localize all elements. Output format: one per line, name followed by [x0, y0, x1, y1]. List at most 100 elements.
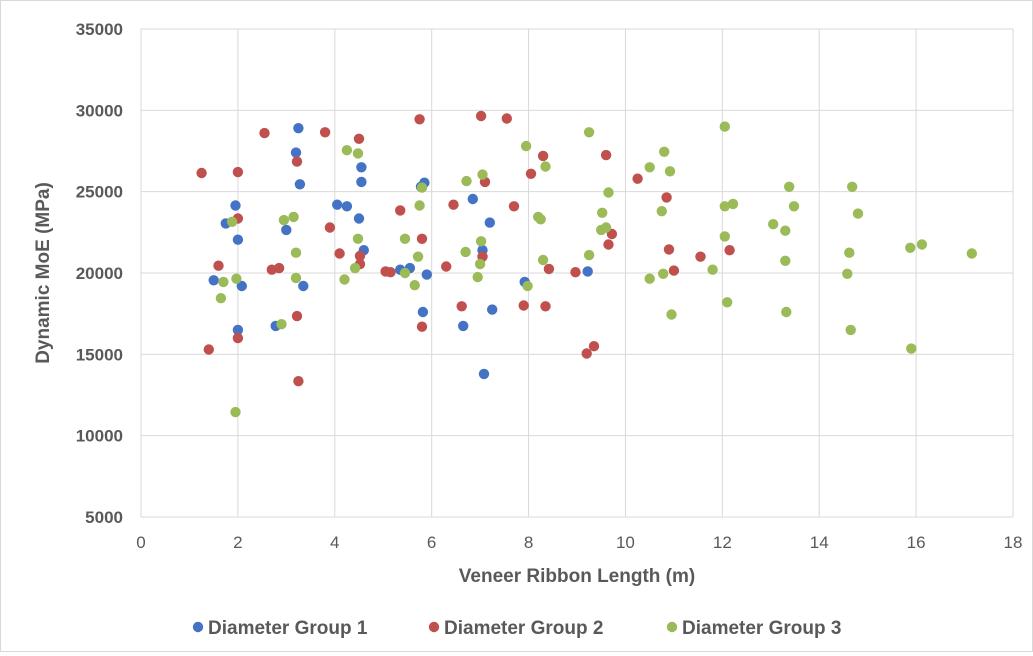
data-point-group-2	[540, 301, 551, 312]
data-point-group-2	[273, 262, 285, 274]
data-point-group-2	[475, 110, 487, 122]
legend-marker	[428, 621, 440, 633]
data-point-group-3	[852, 208, 864, 219]
data-point-group-1	[487, 304, 498, 315]
data-point-group-3	[784, 181, 795, 192]
x-axis-tick-labels: 0 2 4 6 8 10 12 14 16 18	[136, 533, 1022, 552]
data-point-group-2	[600, 149, 612, 161]
data-point-group-3	[460, 246, 471, 258]
x-tick-label: 16	[907, 533, 926, 552]
data-point-group-3	[780, 255, 791, 266]
data-point-group-3	[288, 211, 299, 223]
data-point-group-3	[583, 249, 595, 261]
x-tick-label: 14	[810, 533, 829, 552]
data-point-group-3	[727, 198, 739, 210]
data-point-group-2	[259, 127, 270, 139]
data-point-group-3	[644, 162, 655, 173]
y-tick-label: 35000	[76, 20, 123, 39]
legend-item: Diameter Group 3	[666, 618, 841, 639]
data-point-group-3	[215, 293, 227, 304]
data-point-group-3	[399, 267, 411, 279]
x-tick-label: 10	[616, 533, 635, 552]
data-point-group-3	[230, 406, 241, 418]
data-point-group-1	[293, 123, 304, 134]
data-point-group-2	[695, 251, 706, 262]
data-point-group-3	[540, 161, 551, 172]
data-point-group-3	[352, 233, 364, 244]
data-point-group-3	[231, 273, 242, 284]
data-point-group-2	[508, 201, 520, 212]
data-point-group-3	[341, 145, 353, 156]
data-point-group-2	[395, 205, 406, 216]
y-tick-label: 5000	[85, 508, 123, 527]
data-point-group-3	[597, 207, 608, 218]
data-point-group-2	[588, 341, 600, 352]
x-tick-label: 2	[233, 533, 242, 552]
data-point-group-2	[543, 263, 555, 275]
data-point-group-3	[520, 140, 532, 152]
data-point-group-3	[659, 146, 670, 157]
data-point-group-3	[290, 247, 302, 258]
data-point-group-2	[319, 127, 331, 138]
x-tick-label: 18	[1004, 533, 1023, 552]
data-point-group-2	[213, 260, 224, 271]
data-point-group-3	[905, 242, 916, 253]
data-point-group-3	[666, 309, 677, 320]
data-point-group-3	[644, 273, 655, 284]
data-point-group-2	[293, 376, 304, 387]
data-point-group-3	[522, 280, 533, 292]
data-point-group-1	[294, 179, 306, 190]
x-tick-label: 8	[524, 533, 533, 552]
data-point-group-3	[658, 268, 669, 279]
data-point-group-1	[484, 217, 495, 228]
data-point-group-2	[324, 222, 336, 233]
data-point-group-1	[467, 193, 478, 205]
data-point-group-1	[356, 162, 367, 173]
y-tick-label: 25000	[76, 183, 123, 202]
y-tick-label: 20000	[76, 264, 123, 283]
data-point-group-3	[768, 219, 779, 230]
data-point-group-3	[780, 225, 791, 236]
data-point-group-3	[218, 276, 229, 288]
legend-item: Diameter Group 2	[428, 618, 603, 639]
data-point-group-3	[719, 121, 730, 132]
data-point-group-1	[236, 280, 247, 292]
data-point-group-1	[421, 269, 432, 280]
legend-marker	[192, 621, 204, 633]
data-point-group-3	[412, 251, 424, 262]
data-point-group-3	[477, 169, 488, 180]
data-point-group-1	[290, 147, 302, 158]
data-point-group-1	[478, 368, 490, 380]
data-point-group-3	[276, 319, 287, 330]
data-point-group-3	[842, 268, 853, 279]
x-tick-label: 0	[136, 533, 145, 552]
data-point-group-3	[656, 206, 667, 217]
data-point-group-3	[788, 201, 800, 212]
data-point-group-2	[537, 150, 549, 162]
data-point-group-3	[722, 297, 733, 308]
data-point-group-3	[844, 247, 855, 258]
data-point-group-1	[281, 224, 292, 236]
data-points	[196, 110, 977, 418]
y-axis-tick-labels: 5000 10000 15000 20000 25000 30000 35000	[76, 20, 123, 527]
x-tick-label: 12	[713, 533, 732, 552]
x-tick-label: 6	[427, 533, 436, 552]
data-point-group-1	[230, 200, 241, 211]
data-point-group-2	[354, 250, 366, 262]
data-point-group-2	[581, 348, 592, 359]
data-point-group-3	[414, 200, 425, 211]
legend-label: Diameter Group 1	[208, 618, 368, 639]
data-point-group-1	[332, 199, 343, 210]
data-point-group-3	[845, 324, 856, 336]
data-point-group-3	[916, 239, 928, 250]
data-point-group-3	[719, 201, 730, 212]
data-point-group-3	[416, 182, 428, 193]
data-point-group-1	[417, 306, 429, 318]
y-axis-title: Dynamic MoE (MPa)	[33, 182, 54, 364]
data-point-group-2	[570, 267, 581, 278]
data-point-group-2	[501, 113, 512, 124]
data-point-group-3	[461, 175, 472, 187]
data-point-group-1	[298, 280, 309, 292]
